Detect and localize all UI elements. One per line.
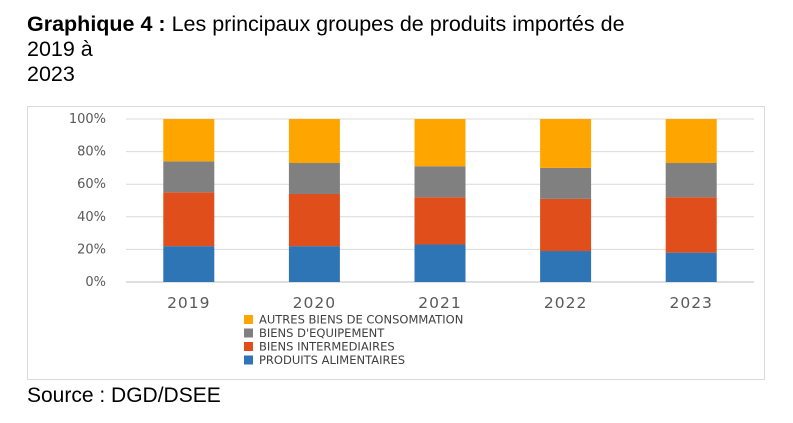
y-tick-label: 0% (85, 275, 106, 290)
y-tick-label: 60% (77, 177, 106, 192)
y-tick-label: 40% (77, 210, 106, 225)
chart-title: Graphique 4 : Les principaux groupes de … (27, 12, 777, 87)
title-line-2: 2019 à (27, 37, 93, 61)
bar-segment (540, 251, 592, 282)
bar-segment (163, 246, 215, 282)
legend-swatch (244, 342, 253, 351)
x-tick-label: 2022 (544, 294, 587, 312)
bar-segment (163, 161, 215, 193)
chart-area: 0% 20% 40% 60% 80% 100% 2019 2020 2021 2022 2023 A… (27, 106, 765, 380)
bar-segment (540, 119, 592, 168)
bar-segment (665, 163, 717, 198)
x-tick-label: 2021 (418, 294, 461, 312)
bar-segment (414, 166, 466, 198)
bar-segment (288, 193, 340, 247)
legend-swatch (244, 355, 253, 365)
legend-entry-label: PRODUITS ALIMENTAIRES (259, 353, 405, 367)
bar-segment (414, 197, 466, 245)
legend-swatch (244, 315, 253, 324)
title-bold-prefix: Graphique 4 : (27, 12, 166, 36)
source-note: Source : DGD/DSEE (27, 384, 221, 407)
x-tick-label: 2020 (293, 294, 336, 312)
bar-segment (665, 197, 717, 253)
x-tick-label: 2023 (669, 294, 712, 312)
x-tick-label: 2019 (167, 294, 210, 312)
bar-segment (414, 119, 466, 167)
bar-segment (540, 198, 592, 252)
title-line-1: Graphique 4 : Les principaux groupes de … (27, 12, 777, 37)
bar-segment (288, 246, 340, 282)
bar-segment (288, 163, 340, 194)
bar-segment (414, 244, 466, 282)
legend-entry-label: BIENS INTERMEDIAIRES (259, 340, 395, 354)
bar-segment (163, 119, 215, 162)
title-main-text: Les principaux groupes de produits impor… (171, 12, 625, 36)
y-tick-label: 100% (69, 112, 106, 127)
bar-segment (288, 119, 340, 164)
title-line-3: 2023 (27, 62, 75, 86)
y-tick-label: 20% (77, 242, 106, 257)
bar-segment (665, 252, 717, 282)
y-tick-label: 80% (77, 145, 106, 160)
stacked-bar-chart: 0% 20% 40% 60% 80% 100% 2019 2020 2021 2022 2023 A… (69, 112, 754, 367)
bar-segment (665, 119, 717, 164)
legend-swatch (244, 328, 253, 338)
bar-segment (540, 167, 592, 199)
legend-entry-label: AUTRES BIENS DE CONSOMMATION (259, 313, 463, 327)
bar-segment (163, 192, 215, 247)
legend-entry-label: BIENS D'EQUIPEMENT (259, 326, 385, 340)
